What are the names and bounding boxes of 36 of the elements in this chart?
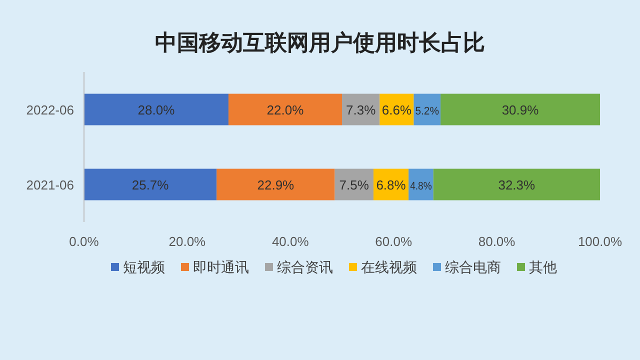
data-label: 5.2%: [415, 106, 440, 118]
legend-label: 短视频: [123, 259, 165, 275]
bar: [228, 94, 342, 126]
data-label: 6.6%: [382, 102, 412, 118]
x-tick-label: 100.0%: [578, 234, 622, 249]
data-label: 7.3%: [346, 102, 376, 118]
legend-label: 在线视频: [361, 259, 417, 275]
bar: [84, 168, 217, 200]
legend-label: 其他: [529, 259, 557, 275]
data-label: 28.0%: [138, 102, 176, 118]
bar: [216, 168, 335, 200]
bar: [342, 94, 380, 126]
x-tick-label: 40.0%: [272, 234, 310, 249]
bar: [334, 168, 374, 200]
data-label: 30.9%: [502, 102, 540, 118]
data-label: 32.3%: [498, 178, 536, 192]
x-tick-label: 20.0%: [168, 234, 206, 249]
legend-label: 综合资讯: [277, 259, 333, 275]
bar: [440, 94, 600, 126]
y-tick-label: 2022-06: [26, 102, 74, 118]
x-tick-label: 80.0%: [478, 234, 516, 249]
x-tick-label: 60.0%: [375, 234, 412, 249]
data-label: 6.8%: [376, 178, 406, 192]
data-label: 25.7%: [132, 178, 170, 192]
bar: [433, 168, 600, 200]
data-label: 4.8%: [410, 180, 436, 192]
data-label: 22.0%: [266, 102, 304, 118]
legend-label: 综合电商: [445, 259, 501, 275]
data-label: 7.5%: [339, 178, 370, 192]
y-tick-label: 2021-06: [26, 178, 74, 192]
bar: [414, 94, 441, 126]
legend-label: 即时通讯: [193, 259, 249, 275]
bar: [84, 94, 228, 126]
x-tick-label: 0.0%: [69, 234, 100, 249]
data-label: 22.9%: [257, 178, 295, 192]
chart-title: 中国移动互联网用户使用时长占比: [155, 30, 485, 55]
